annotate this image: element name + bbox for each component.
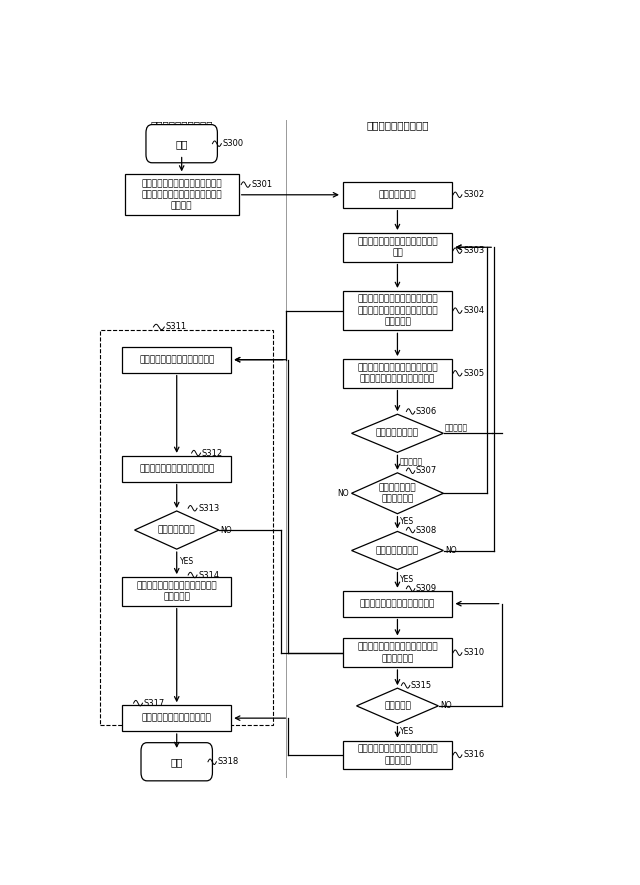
Text: NO: NO [338, 489, 349, 497]
Text: S307: S307 [416, 466, 437, 475]
Text: YES: YES [400, 575, 414, 584]
Text: 品質不良をエンジンコントローラ
へ通知する: 品質不良をエンジンコントローラ へ通知する [136, 581, 217, 602]
FancyBboxPatch shape [146, 125, 218, 163]
Text: YES: YES [400, 727, 414, 736]
Text: １層分造形終了？: １層分造形終了？ [376, 546, 419, 555]
Text: S308: S308 [416, 526, 437, 535]
FancyBboxPatch shape [141, 743, 212, 781]
Text: S318: S318 [218, 758, 239, 766]
Text: S301: S301 [251, 180, 272, 189]
Bar [100, 330, 273, 725]
Text: S313: S313 [198, 504, 220, 512]
Text: エラー有り: エラー有り [445, 423, 468, 433]
Text: 品質データに基づいて分析する: 品質データに基づいて分析する [139, 465, 214, 473]
Text: NO: NO [440, 702, 452, 711]
Bar [122, 577, 231, 605]
Text: エンジンコントローラ: エンジンコントローラ [366, 120, 429, 130]
Bar [122, 456, 231, 481]
Polygon shape [351, 414, 444, 452]
Bar [122, 705, 231, 731]
Text: 制御データから次のコードを抽出
する: 制御データから次のコードを抽出 する [357, 237, 438, 258]
Bar [343, 181, 452, 208]
Text: S303: S303 [463, 246, 484, 255]
Text: S312: S312 [202, 449, 223, 458]
Text: S314: S314 [198, 571, 219, 580]
Text: 動作させるコードを時刻とともに
品質データとして記録し、コード
を実行する: 動作させるコードを時刻とともに 品質データとして記録し、コード を実行する [357, 295, 438, 327]
Bar [343, 741, 452, 769]
Text: S306: S306 [416, 407, 437, 416]
Text: S315: S315 [411, 681, 432, 690]
Text: エンジンコントローラへ造形開始
を指示するとともに制御コードを
送信する: エンジンコントローラへ造形開始 を指示するとともに制御コードを 送信する [141, 179, 222, 211]
Polygon shape [356, 689, 438, 724]
Text: S316: S316 [463, 750, 484, 759]
Bar [343, 291, 452, 330]
Text: YES: YES [400, 518, 414, 527]
Text: S302: S302 [463, 190, 484, 199]
Text: 品質データをシステムコントロー
ラへ送信する: 品質データをシステムコントロー ラへ送信する [357, 643, 438, 663]
Text: 造形面の品質データを取得する: 造形面の品質データを取得する [360, 599, 435, 608]
Text: S305: S305 [463, 369, 484, 378]
Text: システムコントローラに造形終了
を通知する: システムコントローラに造形終了 を通知する [357, 744, 438, 766]
Bar [343, 638, 452, 667]
Text: 造形完了および品質情報出力: 造形完了および品質情報出力 [142, 713, 212, 723]
Polygon shape [351, 531, 444, 570]
Text: 品質不良有り？: 品質不良有り？ [158, 526, 196, 535]
Text: 造形終了？: 造形終了？ [384, 702, 411, 711]
Bar [343, 233, 452, 262]
Text: S310: S310 [463, 648, 484, 658]
Text: S317: S317 [143, 698, 164, 708]
Text: 開始: 開始 [175, 139, 188, 149]
Bar [125, 174, 239, 215]
Bar [343, 590, 452, 617]
Text: システムコントローラ: システムコントローラ [150, 120, 213, 130]
Text: S311: S311 [166, 322, 187, 332]
Polygon shape [351, 473, 444, 513]
Text: YES: YES [180, 557, 194, 566]
Text: 造形を開始する: 造形を開始する [379, 190, 416, 199]
Text: NO: NO [445, 546, 457, 555]
Text: 終了: 終了 [170, 757, 183, 766]
Text: S309: S309 [416, 584, 437, 593]
Text: コードの実行が
完了したか？: コードの実行が 完了したか？ [379, 483, 416, 504]
Bar [122, 347, 231, 373]
Text: S304: S304 [463, 306, 484, 315]
Bar [343, 359, 452, 388]
Text: センサデータを取得し、時刻とと
もに品質データとして記録する: センサデータを取得し、時刻とと もに品質データとして記録する [357, 363, 438, 383]
Text: S300: S300 [222, 139, 243, 148]
Text: 簡易エラー判定？: 簡易エラー判定？ [376, 429, 419, 438]
Text: NO: NO [220, 526, 232, 535]
Text: 受信した品質データを蓄積する: 受信した品質データを蓄積する [139, 355, 214, 365]
Text: エラー無し: エラー無し [400, 458, 423, 466]
Polygon shape [134, 511, 219, 549]
